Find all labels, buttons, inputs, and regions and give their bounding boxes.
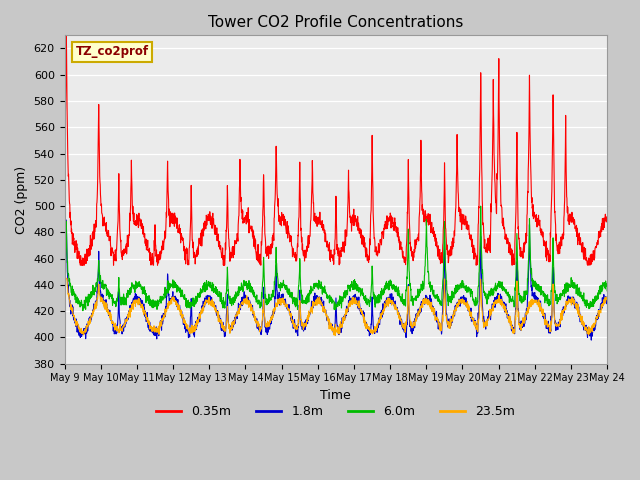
0.35m: [212, 226, 220, 232]
0.35m: [352, 216, 360, 222]
1.8m: [604, 296, 611, 301]
Line: 0.35m: 0.35m: [65, 36, 607, 265]
6.0m: [212, 284, 220, 290]
1.8m: [556, 323, 563, 329]
6.0m: [79, 308, 86, 313]
X-axis label: Time: Time: [321, 389, 351, 402]
1.8m: [493, 291, 501, 297]
0.35m: [63, 33, 70, 38]
0.35m: [571, 219, 579, 225]
0.35m: [364, 252, 371, 258]
Y-axis label: CO2 (ppm): CO2 (ppm): [15, 166, 28, 234]
23.5m: [332, 333, 339, 338]
0.35m: [61, 162, 68, 168]
0.35m: [77, 263, 84, 268]
1.8m: [571, 297, 579, 302]
Title: Tower CO2 Profile Concentrations: Tower CO2 Profile Concentrations: [208, 15, 463, 30]
1.8m: [364, 324, 371, 329]
6.0m: [477, 203, 484, 209]
1.8m: [588, 337, 595, 343]
1.8m: [63, 217, 70, 223]
6.0m: [604, 288, 611, 294]
23.5m: [352, 299, 360, 304]
23.5m: [604, 296, 611, 302]
23.5m: [556, 319, 563, 324]
0.35m: [494, 153, 502, 159]
23.5m: [494, 300, 502, 306]
23.5m: [571, 301, 579, 307]
6.0m: [352, 284, 360, 290]
1.8m: [212, 309, 220, 314]
23.5m: [364, 324, 371, 330]
6.0m: [364, 300, 371, 305]
0.35m: [556, 251, 563, 256]
1.8m: [352, 298, 360, 304]
Line: 1.8m: 1.8m: [65, 220, 607, 340]
6.0m: [61, 271, 68, 276]
23.5m: [212, 307, 220, 312]
0.35m: [604, 214, 611, 220]
6.0m: [571, 280, 579, 286]
23.5m: [61, 287, 68, 293]
23.5m: [62, 276, 70, 281]
Line: 6.0m: 6.0m: [65, 206, 607, 311]
1.8m: [61, 283, 68, 289]
6.0m: [556, 296, 563, 301]
Line: 23.5m: 23.5m: [65, 278, 607, 336]
6.0m: [494, 283, 502, 289]
Text: TZ_co2prof: TZ_co2prof: [76, 45, 148, 58]
Legend: 0.35m, 1.8m, 6.0m, 23.5m: 0.35m, 1.8m, 6.0m, 23.5m: [152, 400, 520, 423]
